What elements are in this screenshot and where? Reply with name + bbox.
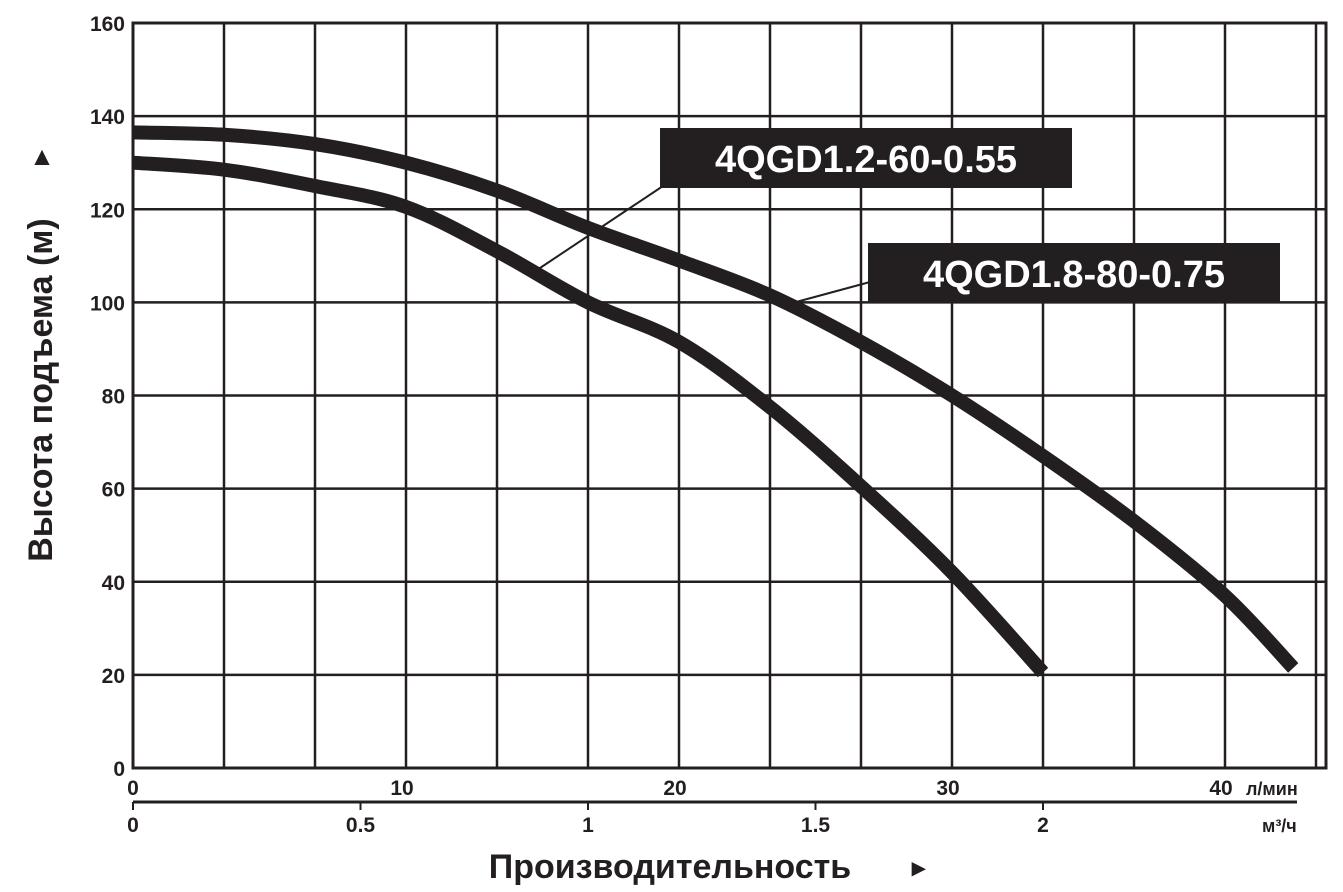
y-tick-label: 140	[90, 106, 125, 129]
x-tick-label-lmin: 40	[1209, 777, 1232, 800]
y-axis-arrow: ▲	[29, 141, 55, 171]
x-tick-label-lmin: 0	[127, 777, 139, 800]
y-axis-label: Высота подъема (м)	[22, 218, 60, 562]
y-tick-labels: 0 20 40 60 80 100 120 140 160	[90, 13, 125, 781]
y-tick-label: 80	[102, 386, 125, 409]
x-tick-label-lmin: 30	[936, 777, 959, 800]
x-axis-label: Производительность	[489, 848, 851, 886]
series-label-box-2	[868, 243, 1280, 303]
y-tick-label: 100	[90, 292, 125, 315]
label-leader-1	[539, 183, 667, 269]
x-tick-label-m3h: 2	[1037, 814, 1049, 837]
x-tick-label-lmin: 10	[390, 777, 413, 800]
y-tick-label: 60	[102, 479, 125, 502]
series-label-1: 4QGD1.2-60-0.55	[715, 139, 1017, 181]
label-leader-2	[784, 281, 871, 306]
x-axes: 0 10 20 30 40 л/мин 0 0.5 1 1.5 2 м³/ч	[127, 777, 1298, 837]
x-axis-arrow: ▸	[911, 852, 926, 882]
x-tick-label-m3h: 0.5	[346, 814, 376, 837]
y-tick-label: 40	[102, 572, 125, 595]
curve-4QGD1.2-60-0.55	[132, 155, 1049, 678]
x-tick-label-m3h: 1.5	[801, 814, 831, 837]
x-tick-label-m3h: 1	[582, 814, 594, 837]
x-unit-m3h: м³/ч	[1262, 816, 1297, 836]
y-tick-label: 0	[113, 758, 125, 781]
x-tick-label-m3h: 0	[127, 814, 139, 837]
series-label-box-1	[660, 128, 1072, 188]
plot-border	[131, 21, 1328, 770]
y-tick-label: 20	[102, 665, 125, 688]
series-label-2: 4QGD1.8-80-0.75	[923, 254, 1225, 296]
curve-4QGD1.8-80-0.75	[132, 125, 1299, 673]
y-tick-label: 160	[90, 13, 125, 36]
curves	[132, 125, 1299, 678]
x-unit-lmin: л/мин	[1246, 779, 1298, 799]
y-tick-label: 120	[90, 199, 125, 222]
x-tick-label-lmin: 20	[663, 777, 686, 800]
